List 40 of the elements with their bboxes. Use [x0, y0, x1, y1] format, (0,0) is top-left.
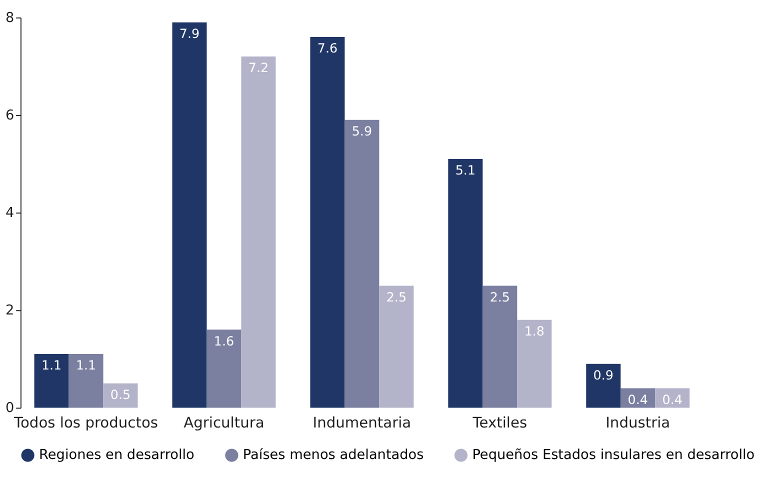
y-tick-label: 2	[5, 302, 14, 319]
bar	[310, 36, 345, 408]
bar	[482, 286, 518, 408]
legend-label: Pequeños Estados insulares en desarrollo	[472, 447, 755, 464]
y-tick-label: 6	[5, 107, 14, 124]
data-label: 1.1	[41, 358, 62, 373]
y-tick-label: 8	[5, 10, 14, 26]
data-label: 7.2	[248, 60, 269, 76]
bar	[68, 354, 104, 408]
legend-label: Países menos adelantados	[242, 447, 424, 464]
y-tick-label: 0	[5, 400, 14, 416]
data-label: 2.5	[386, 289, 407, 304]
data-label: 7.6	[317, 40, 338, 56]
bar	[586, 364, 621, 408]
bar	[379, 286, 414, 408]
data-label: 0.5	[110, 386, 131, 402]
legend-label: Regiones en desarrollo	[39, 447, 194, 464]
bar	[172, 22, 207, 408]
data-label: 2.5	[490, 289, 510, 304]
bar	[34, 354, 69, 408]
data-label: 5.1	[455, 162, 476, 178]
data-label: 1.6	[214, 333, 234, 348]
x-tick-label: Industria	[606, 414, 670, 432]
data-label: 7.9	[179, 26, 200, 41]
bar	[344, 120, 380, 408]
data-label: 0.9	[593, 367, 614, 382]
bar	[517, 320, 552, 408]
x-tick-label: Agricultura	[184, 414, 264, 432]
bar	[206, 330, 242, 408]
data-label: 1.1	[76, 358, 96, 373]
x-tick-label: Indumentaria	[312, 414, 412, 432]
x-tick-label: Textiles	[472, 414, 528, 432]
x-tick-label: Todos los productos	[13, 414, 158, 432]
data-label: 0.4	[628, 392, 648, 407]
data-label: 0.4	[662, 392, 682, 407]
bar	[448, 158, 483, 408]
data-label: 5.9	[352, 124, 372, 139]
data-label: 1.8	[524, 324, 544, 339]
y-tick-label: 4	[5, 204, 14, 221]
bar	[241, 56, 276, 408]
